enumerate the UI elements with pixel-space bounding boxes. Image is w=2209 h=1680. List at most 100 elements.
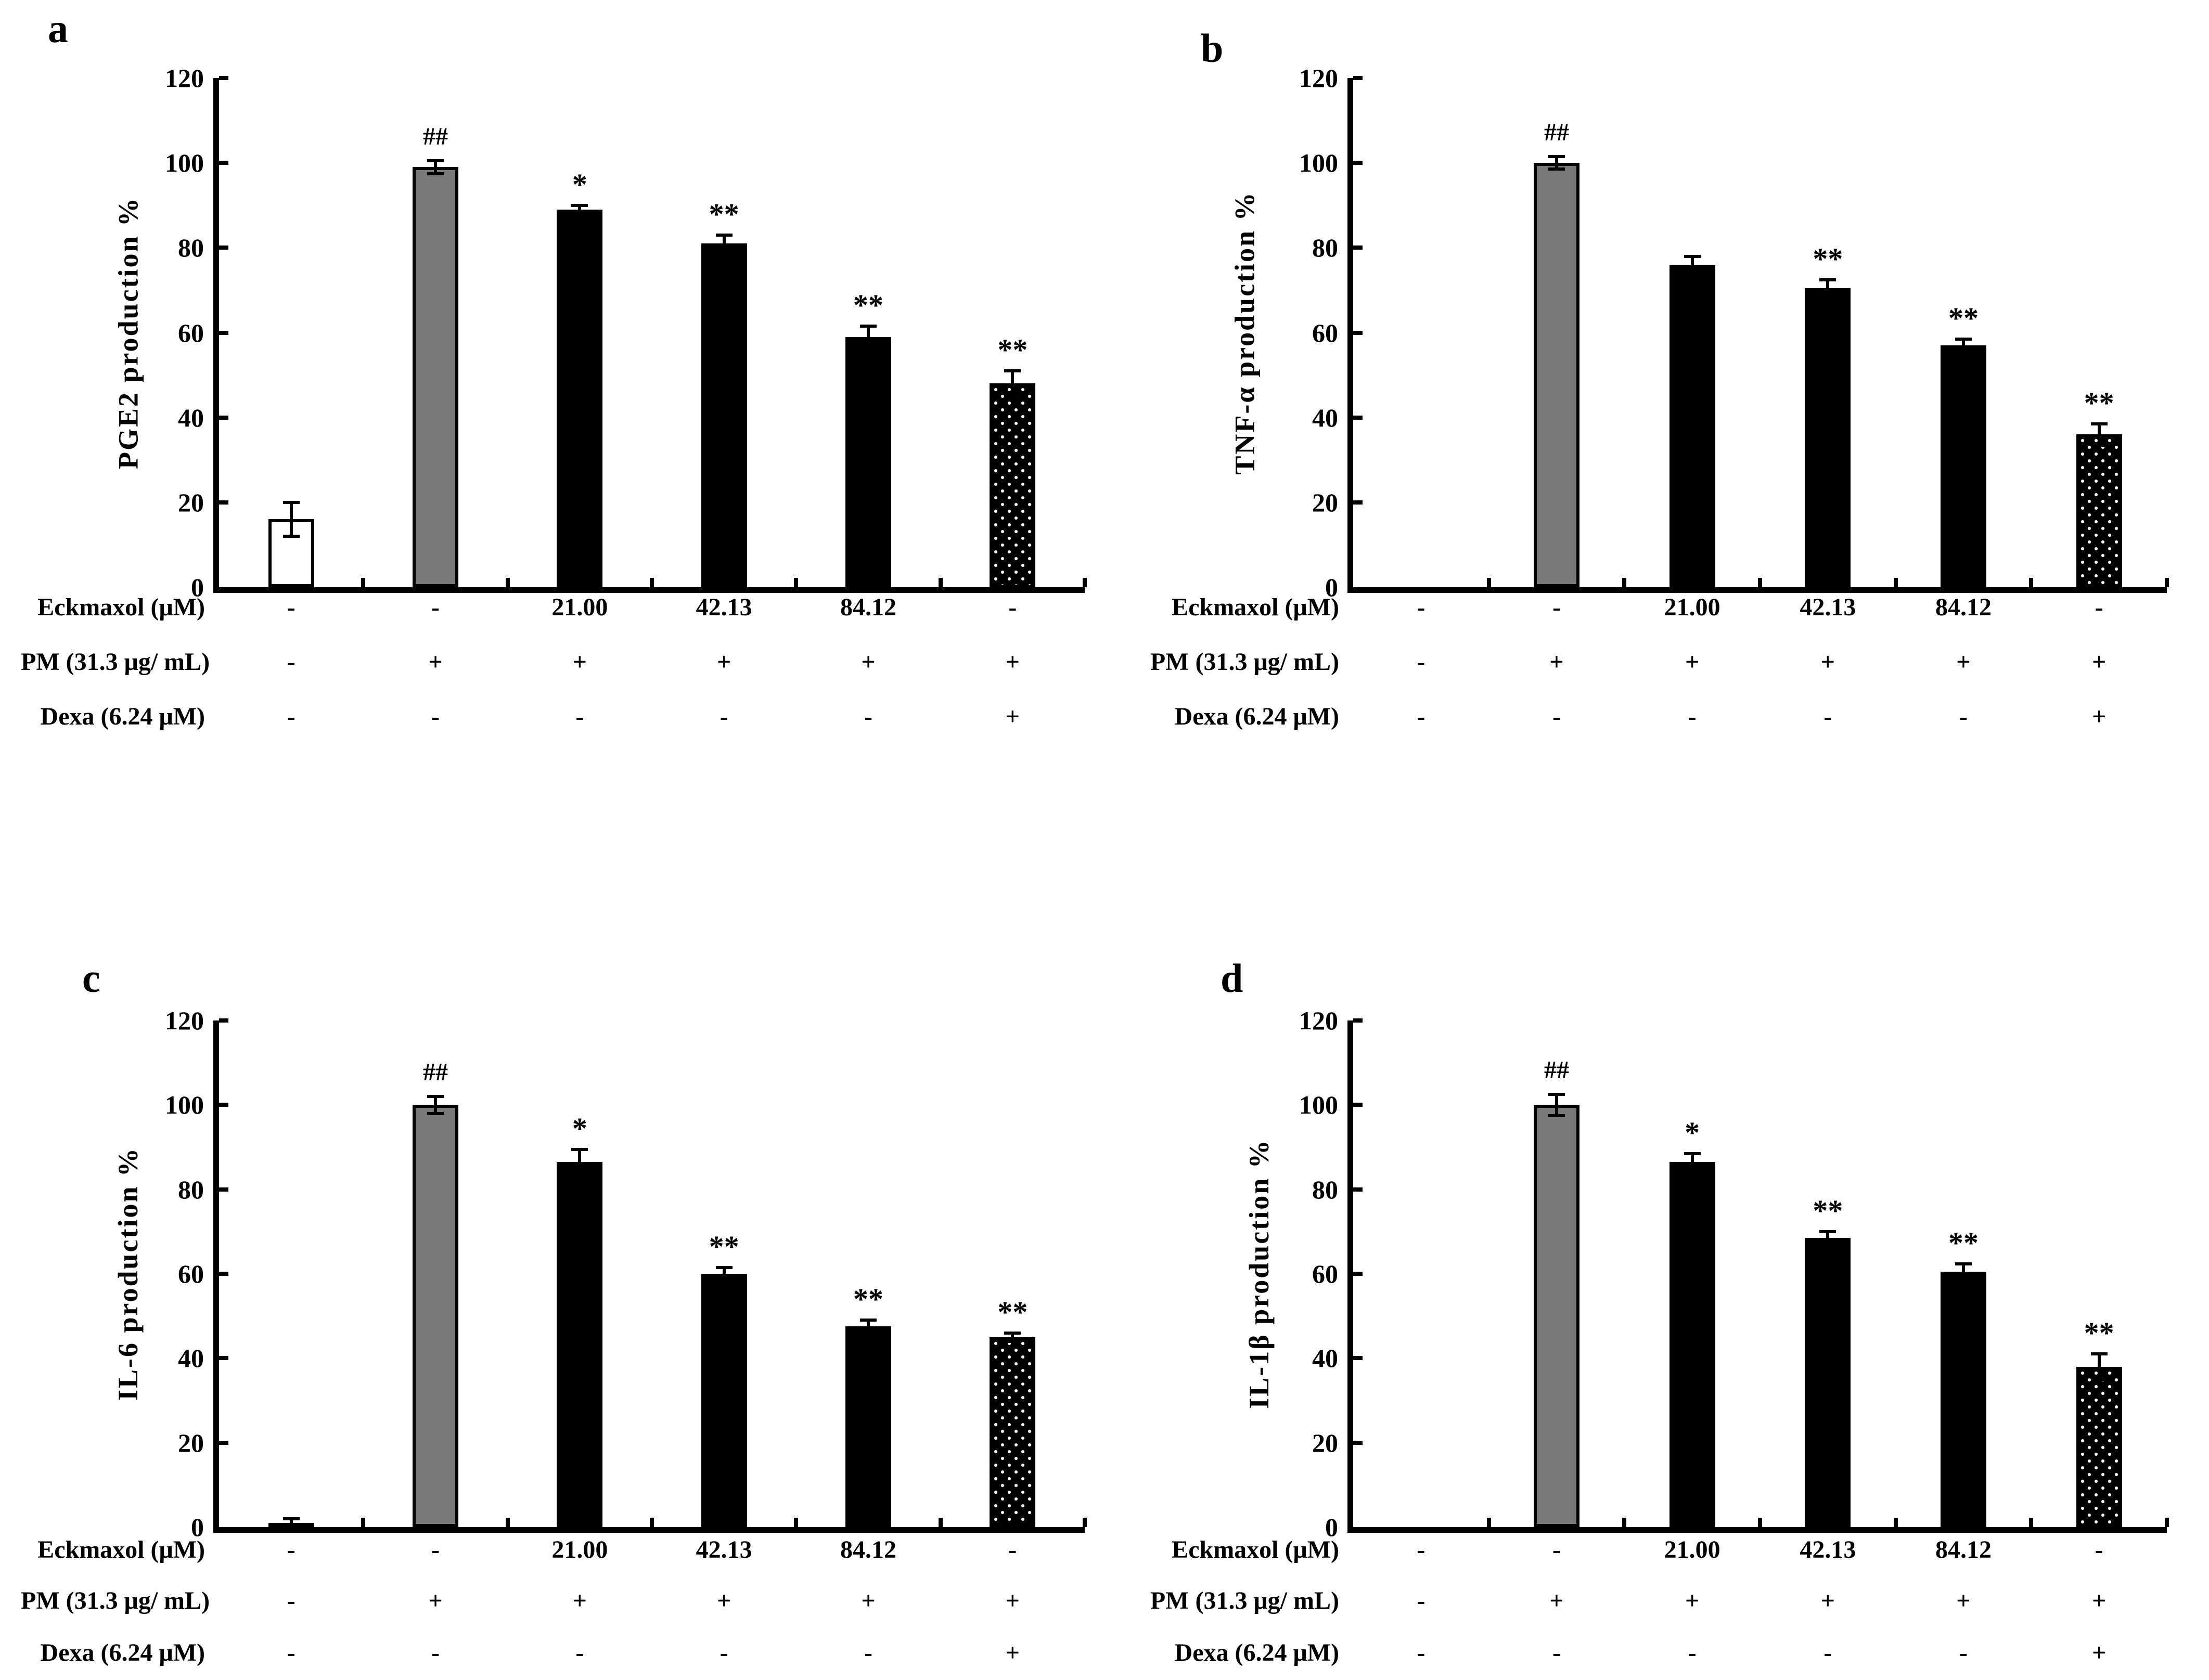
bar-black — [1669, 1161, 1715, 1527]
x-tick-mark — [938, 578, 943, 587]
treatment-value: - — [1552, 1536, 1561, 1563]
treatment-value: - — [1417, 703, 1425, 730]
treatment-value: 84.12 — [1935, 593, 1992, 621]
error-cap-top — [1548, 1093, 1565, 1096]
treatment-row-label: PM (31.3 μg/ mL) — [1150, 1587, 1339, 1614]
y-tick-mark — [1353, 1440, 1363, 1445]
treatment-value: + — [2091, 1639, 2107, 1666]
error-bar — [1690, 1153, 1694, 1171]
error-cap-bottom — [860, 346, 877, 350]
error-cap-bottom — [2090, 443, 2108, 447]
treatment-value: + — [428, 648, 443, 676]
treatment-value: - — [431, 1536, 440, 1563]
treatment-value: + — [1685, 1587, 1700, 1614]
treatment-row-label: Dexa (6.24 μM) — [1174, 1639, 1339, 1666]
treatment-value: - — [1688, 1639, 1697, 1666]
plot-area-c: ## * ** ** ** — [213, 1018, 1087, 1533]
error-cap-bottom — [1004, 394, 1021, 398]
y-tick-label: 40 — [1312, 1343, 1338, 1373]
x-tick-mark — [361, 1518, 366, 1527]
bar-dotted — [2076, 1366, 2122, 1527]
y-tick-mark — [219, 1272, 228, 1276]
error-cap-bottom — [282, 1526, 300, 1529]
bar-black — [1805, 288, 1851, 587]
significance-annotation: ** — [853, 1282, 883, 1316]
treatment-row-label: Eckmaxol (μM) — [1172, 1536, 1339, 1563]
bar-black — [557, 209, 603, 587]
y-tick-label: 100 — [165, 1090, 204, 1120]
significance-annotation: * — [572, 1111, 587, 1145]
significance-annotation: ** — [1813, 1193, 1843, 1227]
y-tick-mark — [1353, 1103, 1363, 1107]
y-tick-label: 100 — [1299, 1090, 1338, 1120]
treatment-row-label: PM (31.3 μg/ mL) — [1150, 648, 1339, 676]
error-bar — [1011, 1333, 1014, 1341]
error-cap-top — [2090, 1352, 2108, 1356]
treatment-value: - — [431, 703, 440, 730]
treatment-value: - — [1688, 703, 1697, 730]
treatment-value: - — [1552, 593, 1561, 621]
y-axis-label: TNF-α production % — [1229, 190, 1260, 475]
y-tick-label: 80 — [1312, 1174, 1338, 1204]
panel-letter-b: b — [1201, 25, 1224, 71]
treatment-value: - — [287, 593, 296, 621]
error-cap-top — [571, 203, 588, 207]
plot-area-d: ## * ** ** ** — [1347, 1018, 2169, 1533]
treatment-value: 21.00 — [1664, 1536, 1720, 1563]
error-cap-bottom — [1548, 167, 1565, 171]
error-bar — [722, 235, 726, 252]
treatment-value: + — [1005, 648, 1020, 676]
error-cap-top — [1955, 337, 1972, 341]
error-cap-bottom — [715, 250, 733, 254]
y-tick-mark — [219, 415, 228, 420]
treatment-value: 84.12 — [1935, 1536, 1992, 1563]
bar-gray — [1534, 163, 1579, 587]
treatment-value: - — [1008, 1536, 1017, 1563]
error-bar — [1555, 156, 1558, 170]
significance-annotation: ## — [1544, 1056, 1569, 1084]
x-tick-mark — [1622, 1518, 1627, 1527]
y-tick-mark — [1353, 76, 1363, 80]
treatment-row-label: PM (31.3 μg/ mL) — [21, 1587, 210, 1614]
y-tick-mark — [1353, 415, 1363, 420]
treatment-row-label: Dexa (6.24 μM) — [40, 703, 205, 730]
bar-dotted — [990, 1337, 1036, 1527]
significance-annotation: ** — [709, 1229, 739, 1263]
y-tick-mark — [219, 1103, 228, 1107]
significance-annotation: ** — [997, 1295, 1028, 1329]
y-tick-label: 0 — [191, 1513, 204, 1542]
x-tick-mark — [794, 1518, 799, 1527]
error-bar — [1011, 370, 1014, 396]
treatment-value: + — [1549, 648, 1564, 676]
error-bar — [1826, 279, 1830, 297]
error-bar — [867, 1320, 870, 1333]
y-tick-label: 40 — [178, 1343, 204, 1373]
y-tick-mark — [1353, 1272, 1363, 1276]
y-tick-label: 80 — [178, 233, 204, 263]
treatment-value: - — [864, 1639, 872, 1666]
y-tick-label: 80 — [178, 1174, 204, 1204]
y-tick-mark — [219, 245, 228, 250]
error-bar — [289, 1518, 293, 1527]
y-tick-mark — [1353, 1018, 1363, 1023]
x-tick-mark — [505, 1518, 510, 1527]
error-bar — [434, 161, 437, 174]
treatment-row-label: Eckmaxol (μM) — [1172, 593, 1339, 621]
treatment-value: + — [2091, 703, 2107, 730]
y-tick-mark — [219, 1356, 228, 1361]
error-cap-top — [1819, 1230, 1836, 1233]
treatment-row-label: Dexa (6.24 μM) — [1174, 703, 1339, 730]
error-cap-bottom — [1819, 295, 1836, 299]
x-tick-mark — [1758, 1518, 1762, 1527]
x-tick-mark — [1083, 578, 1087, 587]
treatment-value: - — [431, 593, 440, 621]
x-tick-mark — [361, 578, 366, 587]
treatment-value: + — [716, 648, 731, 676]
y-tick-mark — [219, 76, 228, 80]
error-cap-top — [1684, 1152, 1701, 1155]
error-bar — [434, 1096, 437, 1114]
x-tick-mark — [938, 1518, 943, 1527]
x-tick-mark — [1622, 578, 1627, 587]
y-tick-mark — [1353, 245, 1363, 250]
treatment-value: 42.13 — [696, 1536, 752, 1563]
